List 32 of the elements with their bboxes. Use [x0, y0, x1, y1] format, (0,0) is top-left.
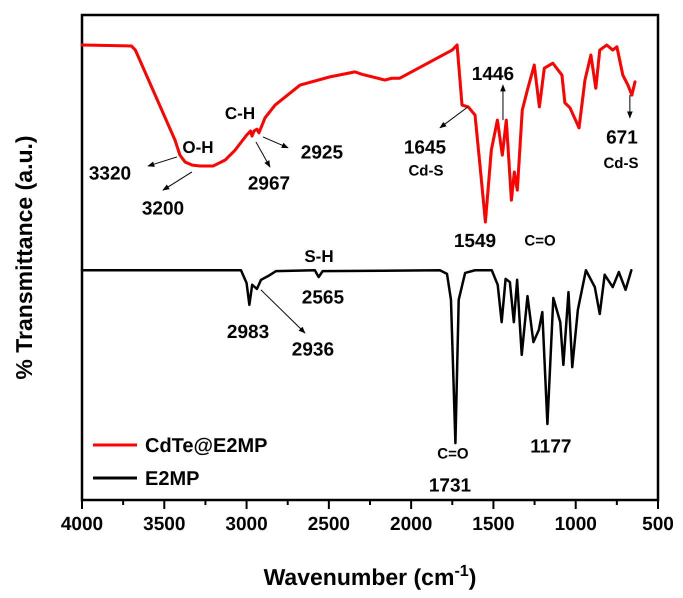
annotation: 2983 [226, 322, 270, 343]
annotation: O-H [182, 138, 214, 157]
annotation: 2967 [248, 174, 290, 195]
annotation: Cd-S [603, 155, 638, 172]
x-axis-title: Wavenumber (cm$^{-1}$) [264, 562, 476, 590]
legend-label: CdTe@E2MP [145, 435, 268, 457]
annotation: 3320 [88, 164, 132, 185]
annotation: C=O [437, 445, 469, 462]
annotation: C-H [224, 104, 256, 123]
x-tick-label: 3000 [225, 514, 268, 535]
annotation: 2565 [302, 288, 344, 309]
annotation: 1731 [428, 476, 472, 497]
annotation: 1446 [472, 64, 514, 85]
annotation: 2936 [292, 340, 334, 361]
x-tick-label: 500 [642, 514, 674, 535]
annotation: 1549 [454, 230, 496, 252]
y-axis-title: % Transmittance (a.u.) [11, 135, 37, 380]
x-tick-label: 3500 [143, 514, 186, 535]
annotation: 1645 [404, 138, 447, 159]
annotation: 3200 [142, 198, 184, 220]
annotation: Cd-S [408, 162, 444, 180]
annotation: 1177 [530, 436, 572, 458]
x-tick-label: 1000 [554, 514, 597, 535]
x-tick-label: 1500 [472, 514, 515, 535]
annotation: 2925 [300, 142, 344, 164]
x-tick-label: 2500 [308, 514, 350, 535]
annotation: S-H [304, 247, 334, 266]
annotation: C=O [524, 232, 556, 250]
x-tick-label: 2000 [390, 514, 432, 535]
x-tick-label: 4000 [60, 514, 104, 535]
legend-label: E2MP [145, 468, 200, 490]
annotation: 671 [606, 128, 638, 149]
